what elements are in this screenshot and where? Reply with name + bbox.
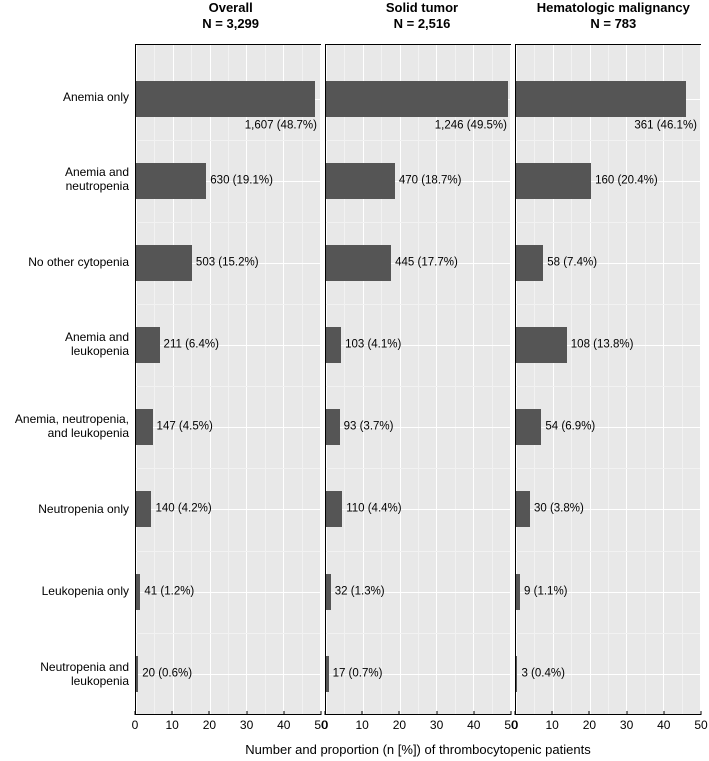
bar-value-label: 30 (3.8%) — [534, 504, 584, 516]
bar-value-label: 17 (0.7%) — [333, 668, 383, 680]
bar — [326, 81, 508, 117]
x-tick-label: 30 — [430, 718, 443, 732]
bar-value-label: 147 (4.5%) — [157, 422, 213, 434]
x-tick-label: 0 — [132, 718, 139, 732]
bar — [326, 656, 329, 692]
bar-value-label: 54 (6.9%) — [545, 422, 595, 434]
bar-value-label: 41 (1.2%) — [144, 586, 194, 598]
panel-titles-row: Overall N = 3,299 Solid tumor N = 2,516 … — [0, 0, 709, 44]
bar-value-label: 110 (4.4%) — [346, 504, 401, 516]
bar-value-label: 361 (46.1%) — [634, 120, 697, 132]
bar — [326, 245, 391, 281]
bar-value-label: 630 (19.1%) — [210, 175, 273, 187]
panel-title-2: Hematologic malignancy N = 783 — [518, 0, 709, 44]
y-category-label: Anemia, neutropenia, and leukopenia — [15, 414, 129, 442]
x-tick-label: 30 — [240, 718, 253, 732]
x-tick-label: 10 — [546, 718, 559, 732]
x-tick-label: 40 — [657, 718, 670, 732]
bar — [136, 245, 192, 281]
bar-value-label: 9 (1.1%) — [524, 586, 567, 598]
x-tick-label: 10 — [356, 718, 369, 732]
bar-value-label: 103 (4.1%) — [345, 339, 401, 351]
bar — [326, 409, 340, 445]
bar-value-label: 108 (13.8%) — [571, 339, 634, 351]
bar — [516, 574, 520, 610]
bar-value-label: 211 (6.4%) — [164, 339, 219, 351]
bar — [516, 81, 686, 117]
y-category-label: No other cytopenia — [28, 256, 129, 270]
x-axis-title: Number and proportion (n [%]) of thrombo… — [135, 742, 701, 757]
x-tick-label: 10 — [166, 718, 179, 732]
x-tick-label: 40 — [467, 718, 480, 732]
y-category-label: Anemia and neutropenia — [65, 166, 129, 194]
panel-title-2-line2: N = 783 — [518, 16, 709, 32]
bar-value-label: 1,246 (49.5%) — [435, 120, 507, 132]
panel-0: 1,607 (48.7%) 630 (19.1%) 503 (15.2%) 211 (… — [135, 44, 321, 715]
panel-title-0: Overall N = 3,299 — [135, 0, 326, 44]
bar-value-label: 445 (17.7%) — [395, 257, 458, 269]
panels-container: 1,607 (48.7%) 630 (19.1%) 503 (15.2%) 211 (… — [135, 44, 701, 715]
y-category-label: Anemia and leukopenia — [65, 331, 129, 359]
bar — [516, 245, 543, 281]
panel-1: 1,246 (49.5%) 470 (18.7%) 445 (17.7%) 103 (… — [325, 44, 511, 715]
y-category-label: Neutropenia and leukopenia — [40, 661, 129, 689]
x-tick-label: 20 — [583, 718, 596, 732]
y-category-label: Anemia only — [63, 91, 129, 105]
panel-title-0-line2: N = 3,299 — [135, 16, 326, 32]
bar — [136, 574, 140, 610]
bar — [326, 163, 395, 199]
bar — [136, 163, 206, 199]
x-tick-label: 30 — [620, 718, 633, 732]
bar-value-label: 1,607 (48.7%) — [245, 120, 317, 132]
y-category-label: Neutropenia only — [38, 503, 129, 517]
plot-row: Anemia only Anemia and neutropenia No othe… — [0, 44, 701, 715]
bar — [136, 491, 151, 527]
bar — [516, 409, 541, 445]
panel-title-0-line1: Overall — [135, 0, 326, 16]
bar — [136, 409, 153, 445]
bar-value-label: 140 (4.2%) — [155, 504, 211, 516]
y-axis-labels: Anemia only Anemia and neutropenia No othe… — [0, 44, 135, 715]
bar-value-label: 32 (1.3%) — [335, 586, 385, 598]
bar — [516, 327, 567, 363]
panel-title-1: Solid tumor N = 2,516 — [326, 0, 517, 44]
panel-title-1-line2: N = 2,516 — [326, 16, 517, 32]
x-tick-label: 20 — [203, 718, 216, 732]
bar-value-label: 160 (20.4%) — [595, 175, 658, 187]
bar-value-label: 58 (7.4%) — [547, 257, 597, 269]
bar-value-label: 470 (18.7%) — [399, 175, 462, 187]
panel-2: 361 (46.1%) 160 (20.4%) 58 (7.4%) 108 (13.8… — [515, 44, 701, 715]
bar — [136, 327, 160, 363]
x-tick-label: 0 — [322, 718, 329, 732]
bar — [326, 574, 331, 610]
bar-value-label: 93 (3.7%) — [344, 422, 394, 434]
bar — [516, 491, 530, 527]
y-category-label: Leukopenia only — [42, 585, 129, 599]
panel-title-2-line1: Hematologic malignancy — [518, 0, 709, 16]
bar-value-label: 503 (15.2%) — [196, 257, 259, 269]
bar — [326, 491, 342, 527]
panel-title-1-line1: Solid tumor — [326, 0, 517, 16]
bar — [136, 656, 138, 692]
bar — [326, 327, 341, 363]
x-tick-label: 50 — [694, 718, 707, 732]
x-tick-label: 0 — [512, 718, 519, 732]
x-axis-row: 010203040500102030405001020304050 — [0, 715, 701, 737]
x-tick-label: 20 — [393, 718, 406, 732]
bar-value-label: 3 (0.4%) — [521, 668, 564, 680]
x-tick-label: 40 — [277, 718, 290, 732]
cytopenia-chart: Overall N = 3,299 Solid tumor N = 2,516 … — [0, 0, 709, 761]
bar — [516, 163, 591, 199]
bar — [136, 81, 315, 117]
bar-value-label: 20 (0.6%) — [142, 668, 192, 680]
bar — [516, 656, 517, 692]
